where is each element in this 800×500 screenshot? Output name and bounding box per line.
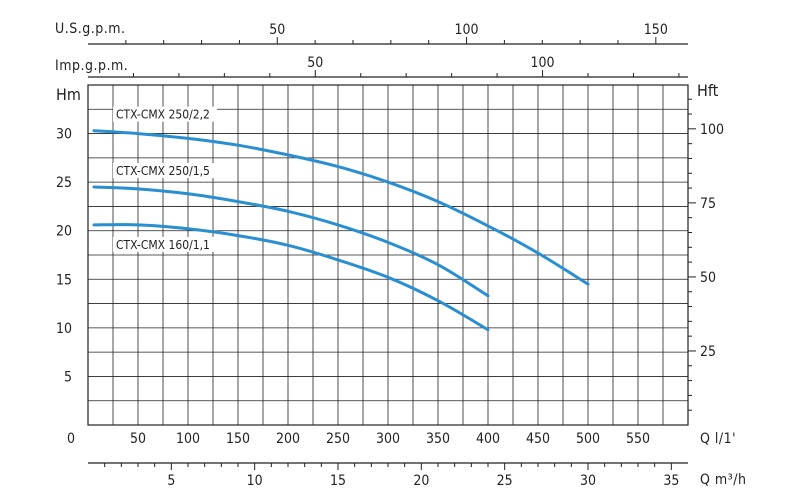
flow-lmin-tick-label: 150 <box>226 431 250 447</box>
flow-lmin-tick-label: 250 <box>326 431 350 447</box>
flow-lmin-tick-label: 500 <box>576 431 600 447</box>
flow-m3h-tick-label: 25 <box>497 473 513 489</box>
imp-gpm-tick-label: 100 <box>531 55 555 71</box>
flow-m3h-tick-label: 15 <box>330 473 346 489</box>
curves: CTX-CMX 250/2,2 CTX-CMX 250/1,5 CTX-CMX 16… <box>92 106 590 332</box>
head-ft-tick-label: 75 <box>700 196 716 212</box>
pump-curve-2 <box>92 185 490 298</box>
us-gpm-tick-label: 100 <box>455 22 479 38</box>
pump-curve-3 <box>92 223 490 332</box>
imp-gpm-tick-label: 50 <box>307 55 323 71</box>
flow-lmin-tick-label: 300 <box>376 431 400 447</box>
flow-lmin-tick-label: 100 <box>176 431 200 447</box>
flow-m3h-unit-label: Q m³/h <box>700 472 746 488</box>
flow-lmin-tick-label: 350 <box>426 431 450 447</box>
head-m-tick-label: 30 <box>56 127 72 143</box>
head-m-tick-label: 25 <box>56 175 72 191</box>
flow-lmin-tick-label: 400 <box>476 431 500 447</box>
flow-m3h-tick-label: 5 <box>167 473 175 489</box>
curve-label-bg <box>113 236 217 252</box>
head-m-tick-label: 20 <box>56 224 72 240</box>
curve-label-bg <box>113 106 217 122</box>
head-ft-tick-label: 25 <box>700 344 716 360</box>
head-m-tick-label: 5 <box>64 369 72 385</box>
flow-m3h-tick-label: 30 <box>580 473 596 489</box>
flow-m3h-tick-label: 20 <box>413 473 429 489</box>
curve-label-2: CTX-CMX 250/1,5 <box>116 164 210 178</box>
flow-lmin-tick-label: 200 <box>276 431 300 447</box>
plot-frame <box>87 84 689 426</box>
us-gpm-tick-label: 150 <box>644 22 668 38</box>
flow-lmin-tick-label: 450 <box>526 431 550 447</box>
head-ft-tick-label: 100 <box>700 122 724 138</box>
flow-m3h-tick-label: 35 <box>663 473 679 489</box>
curve-label-bg <box>113 163 217 178</box>
head-ft-tick-label: 50 <box>700 270 716 286</box>
grid <box>87 84 689 426</box>
curve-label-3: CTX-CMX 160/1,1 <box>116 238 210 252</box>
flow-lmin-tick-label: 50 <box>130 431 146 447</box>
flow-m3h-tick-label: 10 <box>247 473 263 489</box>
head-m-tick-label: 15 <box>56 272 72 288</box>
head-ft-unit-label: Hft <box>697 81 719 100</box>
flow-lmin-tick-label: 550 <box>626 431 650 447</box>
us-gpm-tick-label: 50 <box>269 22 285 38</box>
pump-curve-1 <box>92 129 590 286</box>
us-gpm-unit-label: U.S.g.p.m. <box>55 21 125 37</box>
flow-lmin-unit-label: Q l/1' <box>700 431 736 447</box>
imp-gpm-unit-label: Imp.g.p.m. <box>55 58 128 74</box>
head-m-tick-label: 10 <box>56 321 72 337</box>
head-m-unit-label: Hm <box>56 85 81 104</box>
head-m-zero-label: 0 <box>67 431 75 447</box>
curve-label-1: CTX-CMX 250/2,2 <box>116 108 210 122</box>
